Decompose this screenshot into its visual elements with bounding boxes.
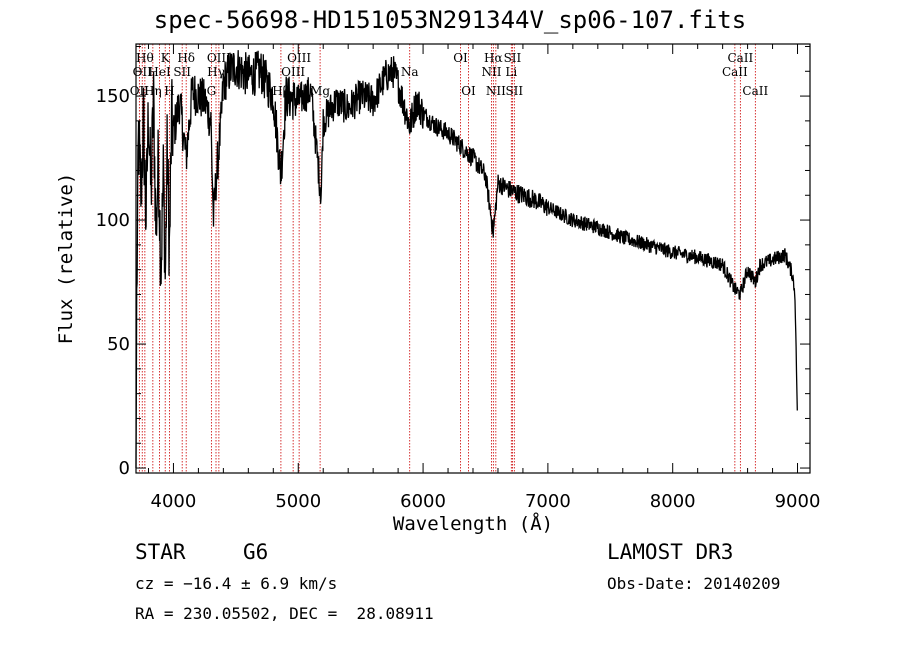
x-tick-label: 7000 [525, 491, 571, 512]
survey-name: LAMOST DR3 [607, 540, 734, 564]
line-markers [138, 44, 756, 473]
line-label: OIII [287, 51, 311, 65]
y-tick-label: 50 [107, 334, 130, 355]
line-label: G [207, 84, 217, 98]
line-label: OII [130, 84, 150, 98]
object-subclass: G6 [243, 540, 269, 564]
y-tick-label: 0 [119, 458, 130, 479]
line-label: Hθ [136, 51, 154, 65]
line-label: SII [504, 51, 522, 65]
redshift-cz: cz = −16.4 ± 6.9 km/s [135, 574, 338, 593]
spectrum-line [135, 50, 798, 469]
line-label: NII [481, 65, 501, 79]
line-label: Hβ [272, 84, 289, 98]
line-label: K [161, 51, 171, 65]
x-tick-label: 8000 [650, 491, 696, 512]
line-label: Hα [484, 51, 503, 65]
line-label: Mg [310, 84, 330, 98]
chart-title: spec-56698-HD151053N291344V_sp06-107.fit… [153, 6, 747, 34]
y-axis-label: Flux (relative) [55, 173, 77, 345]
y-tick-label: 150 [96, 86, 130, 107]
line-label: Hη [144, 84, 162, 98]
line-label: OI [461, 84, 476, 98]
line-label: SII [173, 65, 191, 79]
axis-ticks: 4000 5000 6000 7000 8000 9000 0 50 100 150 [96, 44, 821, 512]
line-label: CaII [727, 51, 753, 65]
line-label: SII [505, 84, 523, 98]
line-label: OIII [207, 51, 231, 65]
line-label: CaII [722, 65, 748, 79]
x-tick-label: 9000 [775, 491, 821, 512]
line-label: Hδ [177, 51, 195, 65]
x-tick-label: 5000 [275, 491, 321, 512]
object-class: STAR [135, 540, 186, 564]
x-tick-label: 4000 [151, 491, 197, 512]
y-tick-label: 100 [96, 210, 130, 231]
x-tick-label: 6000 [400, 491, 446, 512]
ra-dec: RA = 230.05502, DEC = 28.08911 [135, 604, 434, 623]
line-label: CaII [742, 84, 768, 98]
x-axis-label: Wavelength (Å) [393, 512, 553, 535]
line-labels: OIIOIIHθHηHeIKHSIIHδGHγOIIIHβOIIIOIIIMgN… [130, 51, 769, 98]
observation-date: Obs-Date: 20140209 [607, 574, 781, 593]
line-label: OII [133, 65, 153, 79]
line-label: HeI [148, 65, 171, 79]
line-label: Na [401, 65, 419, 79]
line-label: NII [486, 84, 506, 98]
line-label: Hγ [207, 65, 225, 79]
line-label: Li [505, 65, 517, 79]
line-label: H [164, 84, 174, 98]
line-label: OI [453, 51, 468, 65]
line-label: OIII [281, 65, 305, 79]
